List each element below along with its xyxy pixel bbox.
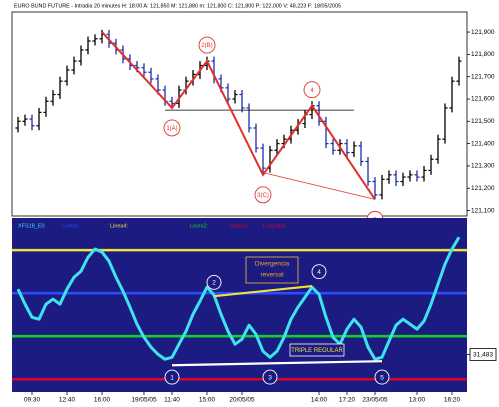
wave-point-label: 2 [212,280,216,287]
legend-label: Linea1: [230,223,249,229]
marker-box [469,348,497,361]
x-tick-label: 09:30 [24,397,41,404]
divergence-line [171,360,383,367]
price-title: EURO BUND FUTURE - Intradia 20 minutes H… [14,3,341,9]
wave-point-label: 3 [268,374,272,381]
y-tick-label: 121,200 [471,185,495,192]
readout: 1: 68,403 [262,223,285,229]
wave-point [164,369,180,385]
x-tick-label: 16:00 [94,397,111,404]
y-tick-label: 121,100 [471,207,495,214]
x-tick-label: 19/05/05 [131,397,157,404]
wave-point [374,369,390,385]
y-tick-label: 121,800 [471,51,495,58]
wave-point-label: 1 [170,374,174,381]
price-panel [11,11,468,217]
trendline [262,172,376,200]
wave-label: 3(C) [257,193,269,199]
y-tick-label: 121,400 [471,140,495,147]
note-text: Divergencia [255,261,290,268]
divergence-line [213,284,313,298]
wave-label-circle [198,36,216,54]
note-text: reversal [260,272,284,279]
x-tick-label: 11:40 [164,397,180,404]
note-box [245,256,299,284]
legend-label: XFS18_E0 [18,223,45,229]
y-tick-label: 121,700 [471,73,495,80]
legend-label: Linea2: [190,223,209,229]
x-tick-label: 16:20 [444,397,461,404]
x-tick-label: 23/05/05 [362,397,388,404]
marker-label: 31,483 [473,352,493,359]
oscillator-panel [12,218,467,392]
wave-label: 2(B) [201,43,212,49]
x-tick-label: 12:40 [59,397,76,404]
y-tick-label: 121,900 [471,29,495,36]
wave-point [311,264,327,280]
wave-point [262,369,278,385]
note-box [289,343,345,357]
x-tick-label: 20/05/05 [229,397,255,404]
note-text: TRIPLE REGULAR [291,348,343,354]
x-tick-label: 14:00 [311,397,328,404]
legend-label: Linea4: [110,223,129,229]
oscillator-line [16,236,461,361]
wave-line [101,31,376,200]
wave-label: 4 [310,88,314,94]
wave-label-circle [254,186,272,204]
wave-point-label: 4 [317,269,321,276]
x-tick-label: 17:20 [339,397,356,404]
x-tick-label: 13:00 [409,397,426,404]
wave-label-circle [163,119,181,137]
y-tick-label: 121,500 [471,118,495,125]
y-tick-label: 121,600 [471,96,495,103]
x-tick-label: 15:00 [199,397,216,404]
wave-point [206,274,222,290]
legend-label: Linea6: [62,223,81,229]
wave-point-label: 5 [380,374,384,381]
wave-label: 1(A) [166,126,177,132]
wave-label-circle [303,81,321,99]
y-tick-label: 121,300 [471,163,495,170]
